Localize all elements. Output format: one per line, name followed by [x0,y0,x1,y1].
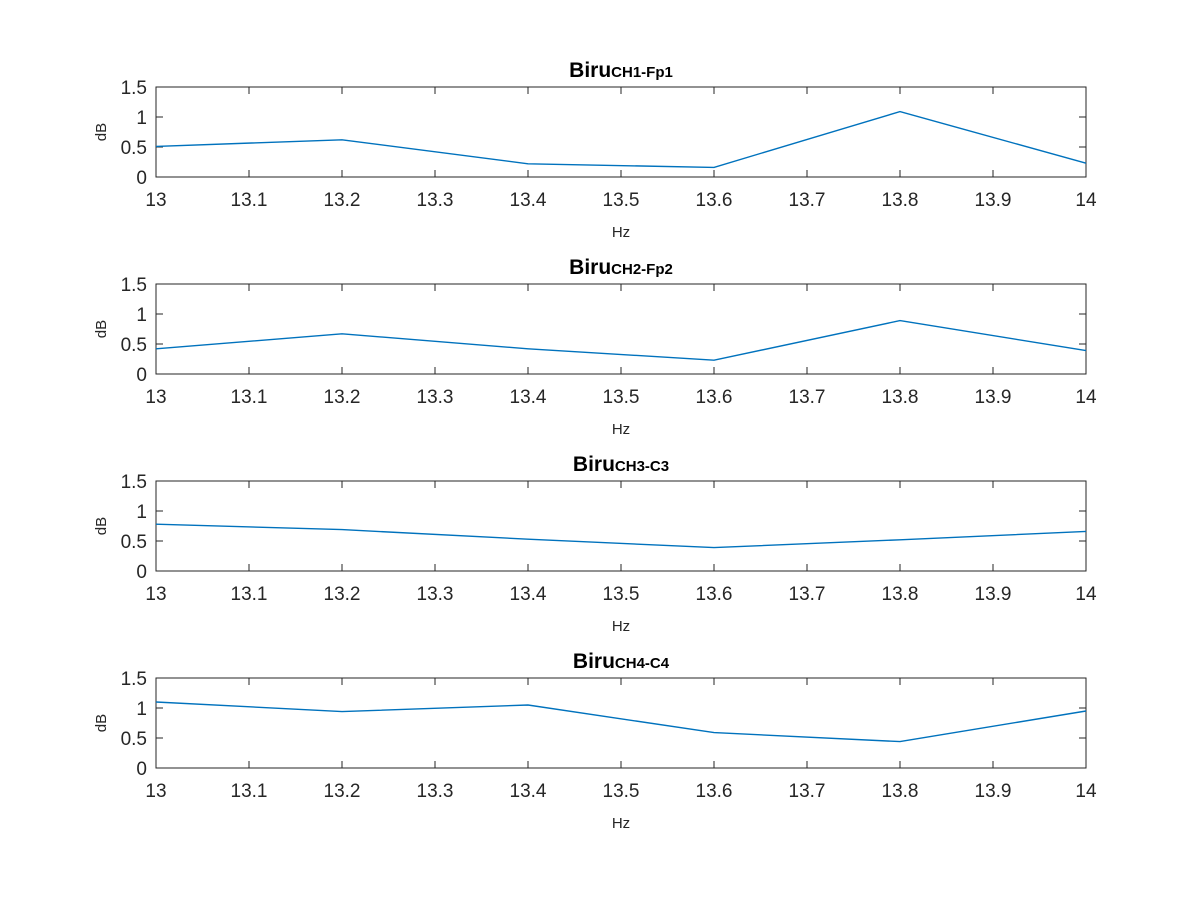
x-tick-label: 13.5 [603,190,640,211]
axes-box [155,677,1087,769]
x-axis-label: Hz [612,421,630,438]
x-tick-label: 13.8 [882,584,919,605]
x-tick-label: 13.4 [510,190,547,211]
subplot-2: 13 13.1 13.2 13.3 13.4 13.5 13.6 13.7 13.8 13.9 14… [93,256,1097,438]
x-tick-label: 13 [145,781,166,802]
x-tick-label: 13.7 [789,190,826,211]
x-tick-label: 13.1 [231,387,268,408]
x-tick-label: 13.7 [789,781,826,802]
x-tick-label: 13.6 [696,584,733,605]
x-tick-label: 13.7 [789,387,826,408]
series-line [155,110,1087,169]
y-axis-label: dB [93,517,110,535]
y-tick-label: 1 [136,305,147,326]
x-tick-label: 13.2 [324,387,361,408]
series-line [155,701,1087,743]
x-tick-label: 13.6 [696,190,733,211]
x-tick-label: 14 [1075,781,1097,802]
x-tick-label: 13.3 [417,584,454,605]
x-tick-label: 13 [145,190,166,211]
x-tick-label: 13.2 [324,781,361,802]
chart-title-channel: CH4-C4 [615,655,670,672]
chart-title-channel: CH3-C3 [615,458,669,475]
subplot-3: 13 13.1 13.2 13.3 13.4 13.5 13.6 13.7 13.8 13.9 14… [93,453,1097,635]
x-tick-label: 13.4 [510,584,547,605]
x-axis-label: Hz [612,224,630,241]
y-tick-label: 1.5 [121,669,147,690]
x-tick-label: 13.5 [603,387,640,408]
x-tick-label: 14 [1075,387,1097,408]
y-tick-label: 0 [136,562,147,583]
chart-title: BiruCH3-C3 [573,453,669,476]
y-axis-label: dB [93,320,110,338]
y-tick-label: 1 [136,699,147,720]
chart-title-main: Biru [573,453,615,476]
y-tick-label: 0.5 [121,335,147,356]
chart-title-main: Biru [569,59,611,82]
y-tick-label: 1.5 [121,78,147,99]
y-tick-label: 0.5 [121,729,147,750]
x-tick-label: 13.1 [231,190,268,211]
x-tick-label: 13.3 [417,387,454,408]
y-tick-label: 0 [136,759,147,780]
y-tick-label: 1.5 [121,472,147,493]
x-tick-label: 13.8 [882,190,919,211]
x-tick-label: 13.8 [882,387,919,408]
chart-title: BiruCH1-Fp1 [569,59,673,82]
x-tick-label: 13.2 [324,190,361,211]
y-tick-label: 1 [136,108,147,129]
x-tick-label: 13.4 [510,387,547,408]
y-tick-label: 0.5 [121,138,147,159]
y-tick-label: 0 [136,365,147,386]
chart-title: BiruCH2-Fp2 [569,256,673,279]
axes-box [155,283,1087,375]
x-tick-label: 13.6 [696,781,733,802]
x-tick-label: 13.4 [510,781,547,802]
x-tick-label: 13 [145,387,166,408]
y-axis-label: dB [93,714,110,732]
x-tick-label: 13.6 [696,387,733,408]
x-tick-label: 13.3 [417,781,454,802]
chart-title-channel: CH1-Fp1 [611,64,673,81]
chart-title-main: Biru [573,650,615,673]
x-tick-label: 13 [145,584,166,605]
x-tick-label: 13.2 [324,584,361,605]
subplot-4: 13 13.1 13.2 13.3 13.4 13.5 13.6 13.7 13.8 13.9 14… [93,650,1097,832]
x-tick-label: 13.9 [975,387,1012,408]
x-axis-label: Hz [612,815,630,832]
subplot-1: 13 13.1 13.2 13.3 13.4 13.5 13.6 13.7 13.8 13.9 14… [93,59,1097,241]
series-line [155,523,1087,549]
x-tick-label: 13.9 [975,584,1012,605]
x-axis-label: Hz [612,618,630,635]
series-line [155,319,1087,361]
x-tick-label: 13.1 [231,781,268,802]
y-tick-label: 0 [136,168,147,189]
x-tick-label: 14 [1075,584,1097,605]
x-tick-label: 13.1 [231,584,268,605]
x-tick-label: 13.9 [975,190,1012,211]
y-axis-label: dB [93,123,110,141]
y-tick-label: 0.5 [121,532,147,553]
axes-box [155,86,1087,178]
axes-box [155,480,1087,572]
x-tick-label: 13.5 [603,781,640,802]
x-tick-label: 13.3 [417,190,454,211]
x-tick-label: 14 [1075,190,1097,211]
x-tick-label: 13.9 [975,781,1012,802]
chart-title-main: Biru [569,256,611,279]
y-tick-label: 1 [136,502,147,523]
x-tick-label: 13.5 [603,584,640,605]
x-tick-label: 13.7 [789,584,826,605]
chart-title: BiruCH4-C4 [573,650,670,673]
y-tick-label: 1.5 [121,275,147,296]
chart-title-channel: CH2-Fp2 [611,261,673,278]
x-tick-label: 13.8 [882,781,919,802]
